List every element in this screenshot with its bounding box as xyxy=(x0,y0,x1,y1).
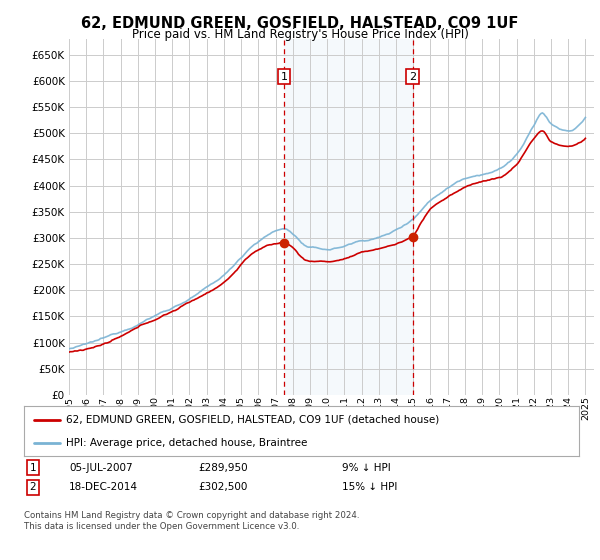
Text: £302,500: £302,500 xyxy=(198,482,247,492)
Text: 15% ↓ HPI: 15% ↓ HPI xyxy=(342,482,397,492)
Text: 1: 1 xyxy=(29,463,37,473)
Text: £289,950: £289,950 xyxy=(198,463,248,473)
Bar xyxy=(284,39,413,395)
Text: 18-DEC-2014: 18-DEC-2014 xyxy=(69,482,138,492)
Text: 2: 2 xyxy=(29,482,37,492)
Text: This data is licensed under the Open Government Licence v3.0.: This data is licensed under the Open Gov… xyxy=(24,522,299,531)
Text: 9% ↓ HPI: 9% ↓ HPI xyxy=(342,463,391,473)
Text: Contains HM Land Registry data © Crown copyright and database right 2024.: Contains HM Land Registry data © Crown c… xyxy=(24,511,359,520)
Text: 05-JUL-2007: 05-JUL-2007 xyxy=(69,463,133,473)
Text: 62, EDMUND GREEN, GOSFIELD, HALSTEAD, CO9 1UF: 62, EDMUND GREEN, GOSFIELD, HALSTEAD, CO… xyxy=(82,16,518,31)
Text: Price paid vs. HM Land Registry's House Price Index (HPI): Price paid vs. HM Land Registry's House … xyxy=(131,28,469,41)
Text: HPI: Average price, detached house, Braintree: HPI: Average price, detached house, Brai… xyxy=(65,438,307,448)
Text: 62, EDMUND GREEN, GOSFIELD, HALSTEAD, CO9 1UF (detached house): 62, EDMUND GREEN, GOSFIELD, HALSTEAD, CO… xyxy=(65,414,439,424)
Text: 2: 2 xyxy=(409,72,416,82)
Text: 1: 1 xyxy=(281,72,287,82)
